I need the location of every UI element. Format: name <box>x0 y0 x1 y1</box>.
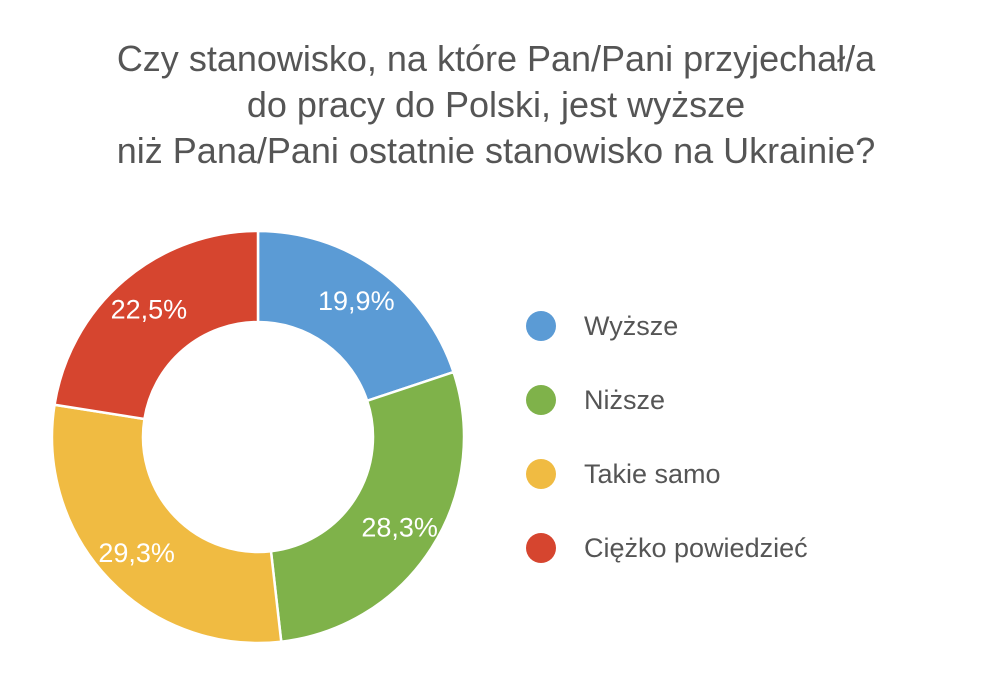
chart-title-line-1: Czy stanowisko, na które Pan/Pani przyje… <box>116 38 876 79</box>
legend-swatch-4 <box>526 533 556 563</box>
donut-slice-2 <box>269 370 466 644</box>
legend-label-4: Ciężko powiedzieć <box>584 533 808 563</box>
legend-swatch-1 <box>526 311 556 341</box>
slice-data-label-3: 29,3% <box>98 538 175 568</box>
donut-slice-4 <box>53 229 260 421</box>
chart-title-line-3: niż Pana/Pani ostatnie stanowisko na Ukr… <box>116 130 876 171</box>
slice-data-label-2: 28,3% <box>361 513 438 543</box>
chart-title-line-2: do pracy do Polski, jest wyższe <box>246 84 746 125</box>
legend-label-2: Niższe <box>584 385 666 415</box>
legend-swatch-2 <box>526 385 556 415</box>
legend-swatch-3 <box>526 459 556 489</box>
chart-title: Czy stanowisko, na które Pan/Pani przyje… <box>0 36 992 174</box>
legend-label-3: Takie samo <box>584 459 721 489</box>
donut-slice-3 <box>50 403 283 645</box>
donut-slice-1 <box>256 229 456 403</box>
slice-data-label-4: 22,5% <box>111 294 188 324</box>
slice-data-label-1: 19,9% <box>318 286 395 316</box>
legend-label-1: Wyższe <box>584 311 679 341</box>
